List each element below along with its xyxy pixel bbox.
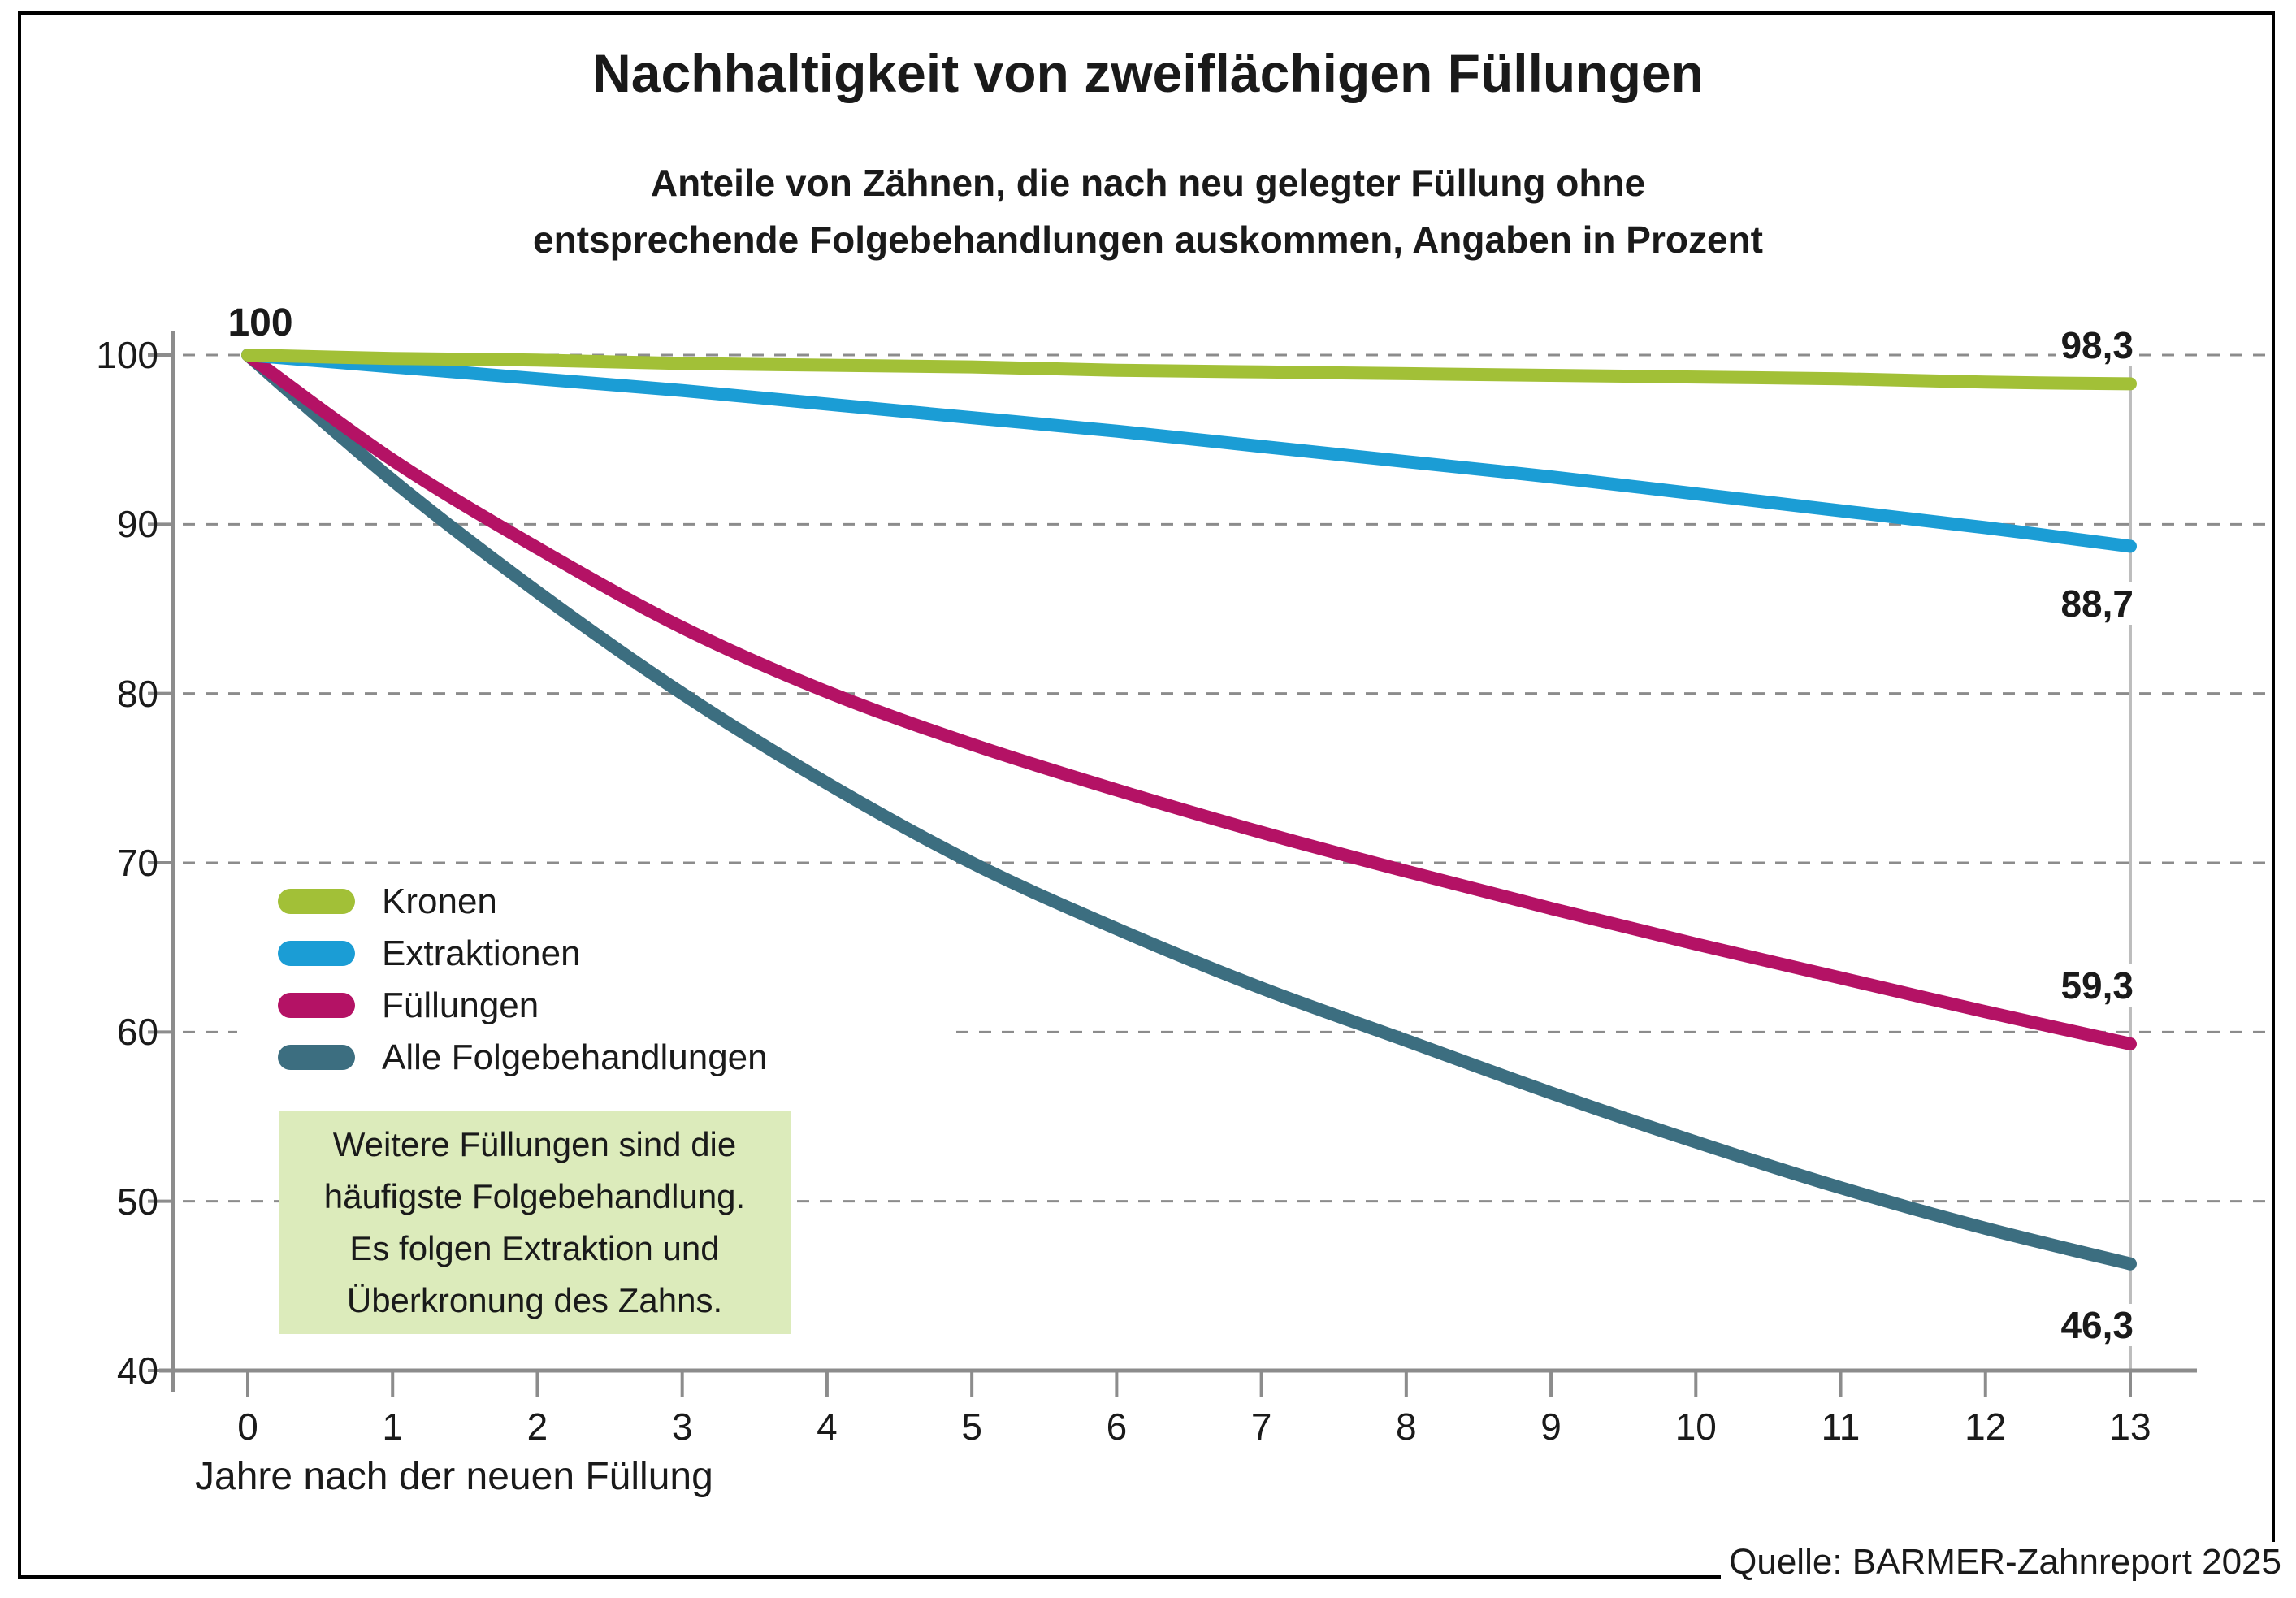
end-value-label-Alle Folgebehandlungen: 46,3: [1893, 1303, 2138, 1347]
chart-title: Nachhaltigkeit von zweiflächigen Füllung…: [592, 43, 1704, 103]
series-line-Alle Folgebehandlungen: [241, 349, 2137, 1271]
series-line-Füllungen: [241, 349, 2137, 1050]
end-value-label-Kronen: 98,3: [1893, 323, 2138, 367]
chart-subtitle-line2: entsprechende Folgebehandlungen auskomme…: [533, 219, 1763, 261]
source-credit: Quelle: BARMER-Zahnreport 2025: [1721, 1542, 2286, 1583]
x-tick-label-2: 2: [526, 1405, 548, 1448]
legend-item-Alle Folgebehandlungen: Alle Folgebehandlungen: [237, 1037, 948, 1077]
x-tick-label-12: 12: [1965, 1405, 2007, 1448]
x-tick-label-1: 1: [382, 1405, 404, 1448]
x-tick-label-11: 11: [1821, 1405, 1861, 1448]
annotation-box: Weitere Füllungen sind die häufigste Folg…: [279, 1111, 791, 1334]
legend-swatch-icon: [278, 993, 355, 1018]
start-value-label: 100: [227, 301, 293, 344]
end-value-label-Füllungen: 59,3: [1893, 964, 2138, 1007]
x-tick-label-13: 13: [2109, 1405, 2151, 1448]
annotation-line-3: Es folgen Extraktion und: [349, 1229, 720, 1267]
legend-item-Füllungen: Füllungen: [237, 985, 948, 1025]
legend: Kronen Extraktionen Füllungen Alle Folgebeh…: [237, 874, 948, 1085]
legend-item-Extraktionen: Extraktionen: [237, 933, 948, 973]
chart-subtitle-line1: Anteile von Zähnen, die nach neu gelegte…: [650, 162, 1646, 204]
x-axis-title: Jahre nach der neuen Füllung: [195, 1455, 713, 1498]
legend-label: Alle Folgebehandlungen: [382, 1037, 768, 1077]
x-tick-label-8: 8: [1396, 1405, 1417, 1448]
y-tick-label-70: 70: [116, 841, 158, 884]
x-tick-label-0: 0: [237, 1405, 258, 1448]
y-tick-label-50: 50: [116, 1180, 158, 1223]
x-tick-label-5: 5: [961, 1405, 982, 1448]
legend-swatch-icon: [278, 889, 355, 914]
y-tick-label-40: 40: [116, 1349, 158, 1392]
legend-swatch-icon: [278, 941, 355, 966]
x-tick-label-4: 4: [817, 1405, 838, 1448]
annotation-line-1: Weitere Füllungen sind die: [332, 1125, 737, 1163]
legend-label: Füllungen: [382, 985, 539, 1025]
legend-label: Kronen: [382, 881, 497, 921]
x-tick-label-6: 6: [1106, 1405, 1128, 1448]
series-line-Extraktionen: [241, 349, 2137, 553]
x-tick-label-7: 7: [1250, 1405, 1272, 1448]
legend-swatch-icon: [278, 1045, 355, 1070]
end-value-label-Extraktionen: 88,7: [1893, 582, 2138, 626]
legend-item-Kronen: Kronen: [237, 881, 948, 921]
x-tick-label-3: 3: [671, 1405, 693, 1448]
annotation-line-2: häufigste Folgebehandlung.: [323, 1177, 746, 1215]
y-tick-label-90: 90: [116, 503, 158, 546]
y-tick-label-100: 100: [96, 334, 158, 376]
annotation-line-4: Überkronung des Zahns.: [346, 1281, 723, 1319]
y-tick-label-60: 60: [116, 1011, 158, 1054]
y-tick-label-80: 80: [116, 672, 158, 715]
chart-frame: [18, 11, 2275, 1579]
legend-label: Extraktionen: [382, 933, 581, 973]
series-line-Kronen: [241, 349, 2137, 391]
x-tick-label-9: 9: [1540, 1405, 1562, 1448]
x-tick-label-10: 10: [1674, 1405, 1717, 1448]
